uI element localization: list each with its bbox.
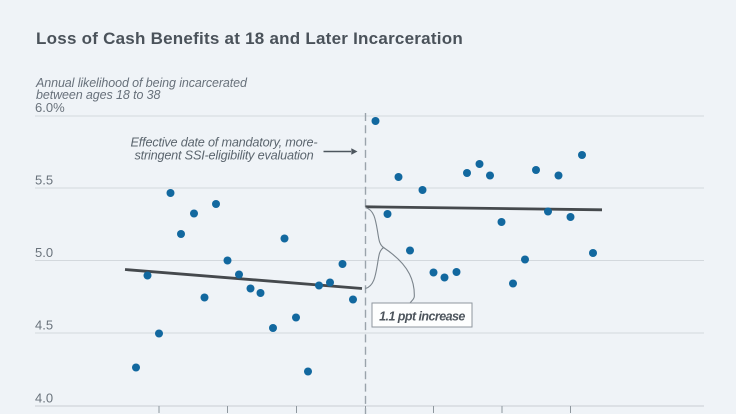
svg-text:stringent SSI-eligibility eval: stringent SSI-eligibility evaluation (135, 149, 314, 163)
svg-text:between ages 18 to 38: between ages 18 to 38 (36, 88, 161, 102)
svg-text:4.5: 4.5 (35, 318, 53, 333)
svg-text:5.0: 5.0 (35, 245, 53, 260)
svg-text:1.1 ppt increase: 1.1 ppt increase (379, 310, 465, 324)
svg-text:5.5: 5.5 (35, 173, 53, 188)
svg-text:Annual likelihood of being inc: Annual likelihood of being incarcerated (35, 76, 248, 90)
svg-text:4.0: 4.0 (35, 391, 53, 406)
svg-text:Loss of Cash Benefits at 18 an: Loss of Cash Benefits at 18 and Later In… (36, 29, 463, 48)
svg-text:6.0%: 6.0% (35, 100, 65, 115)
svg-text:Effective date of mandatory, m: Effective date of mandatory, more- (131, 136, 318, 150)
